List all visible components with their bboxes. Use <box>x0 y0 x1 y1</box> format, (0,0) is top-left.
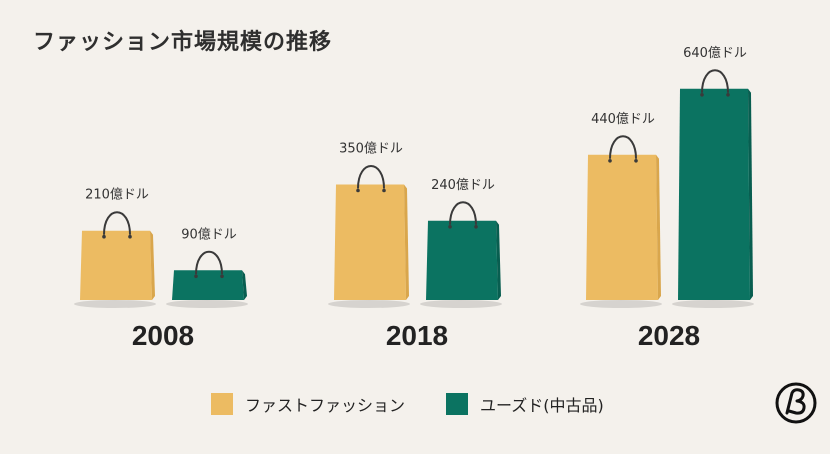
beta-circle-logo <box>775 382 817 424</box>
x-tick-label-2018: 2018 <box>386 320 448 351</box>
bar-fast-fashion-2028 <box>586 154 658 300</box>
bag-shadow <box>420 300 502 308</box>
bag-shadow <box>166 300 248 308</box>
data-label-used-2028: 640億ドル <box>683 45 747 61</box>
data-label-fast-fashion-2018: 350億ドル <box>339 141 403 157</box>
bag-handle-hole <box>634 159 638 163</box>
bag-shadow <box>580 300 662 308</box>
data-label-fast-fashion-2008: 210億ドル <box>85 187 149 203</box>
bag-handle <box>357 165 385 189</box>
x-tick-label-2028: 2028 <box>638 320 700 351</box>
legend-swatch-fast-fashion <box>211 393 233 415</box>
bag-handle-hole <box>102 234 106 239</box>
bag-shadow <box>328 300 410 308</box>
bag-handle-hole <box>194 274 198 279</box>
bag-side-fold <box>150 230 155 300</box>
chart-title: ファッション市場規模の推移 <box>33 30 333 55</box>
bag-side-fold <box>242 270 247 300</box>
bag-handle-hole <box>700 93 704 97</box>
bag-handle-hole <box>382 188 386 193</box>
bag-handle <box>701 69 729 93</box>
bag-handle-hole <box>474 225 478 229</box>
bag-side-fold <box>404 184 409 300</box>
bar-used-2008 <box>172 270 244 300</box>
bar-used-2018 <box>426 220 498 300</box>
data-label-used-2018: 240億ドル <box>431 177 495 193</box>
bag-handle-hole <box>726 93 730 97</box>
x-tick-label-2008: 2008 <box>132 320 194 351</box>
bag-shadow <box>74 300 156 308</box>
legend-label-fast-fashion: ファストファッション <box>245 396 406 415</box>
data-label-used-2008: 90億ドル <box>181 226 237 242</box>
bag-handle-hole <box>356 188 360 193</box>
bar-fast-fashion-2018 <box>334 184 406 300</box>
legend-swatch-used <box>446 393 468 415</box>
bag-handle <box>103 211 131 235</box>
bar-fast-fashion-2008 <box>80 230 152 300</box>
bag-handle-hole <box>608 159 612 163</box>
bag-side-fold <box>748 88 753 300</box>
data-label-fast-fashion-2028: 440億ドル <box>591 111 655 127</box>
bag-handle <box>609 135 637 159</box>
legend-item-fast-fashion: ファストファッション <box>211 392 405 416</box>
bar-used-2028 <box>678 88 750 300</box>
bag-handle-hole <box>448 225 452 229</box>
bag-handle-hole <box>128 234 132 239</box>
bag-side-fold <box>656 154 661 300</box>
legend-label-used: ユーズド(中古品) <box>480 396 604 415</box>
bag-side-fold <box>496 220 501 300</box>
bag-handle <box>449 201 477 225</box>
bag-handle <box>195 250 223 275</box>
legend-item-used: ユーズド(中古品) <box>446 392 604 416</box>
bag-handle-hole <box>220 274 224 279</box>
bag-shadow <box>672 300 754 308</box>
